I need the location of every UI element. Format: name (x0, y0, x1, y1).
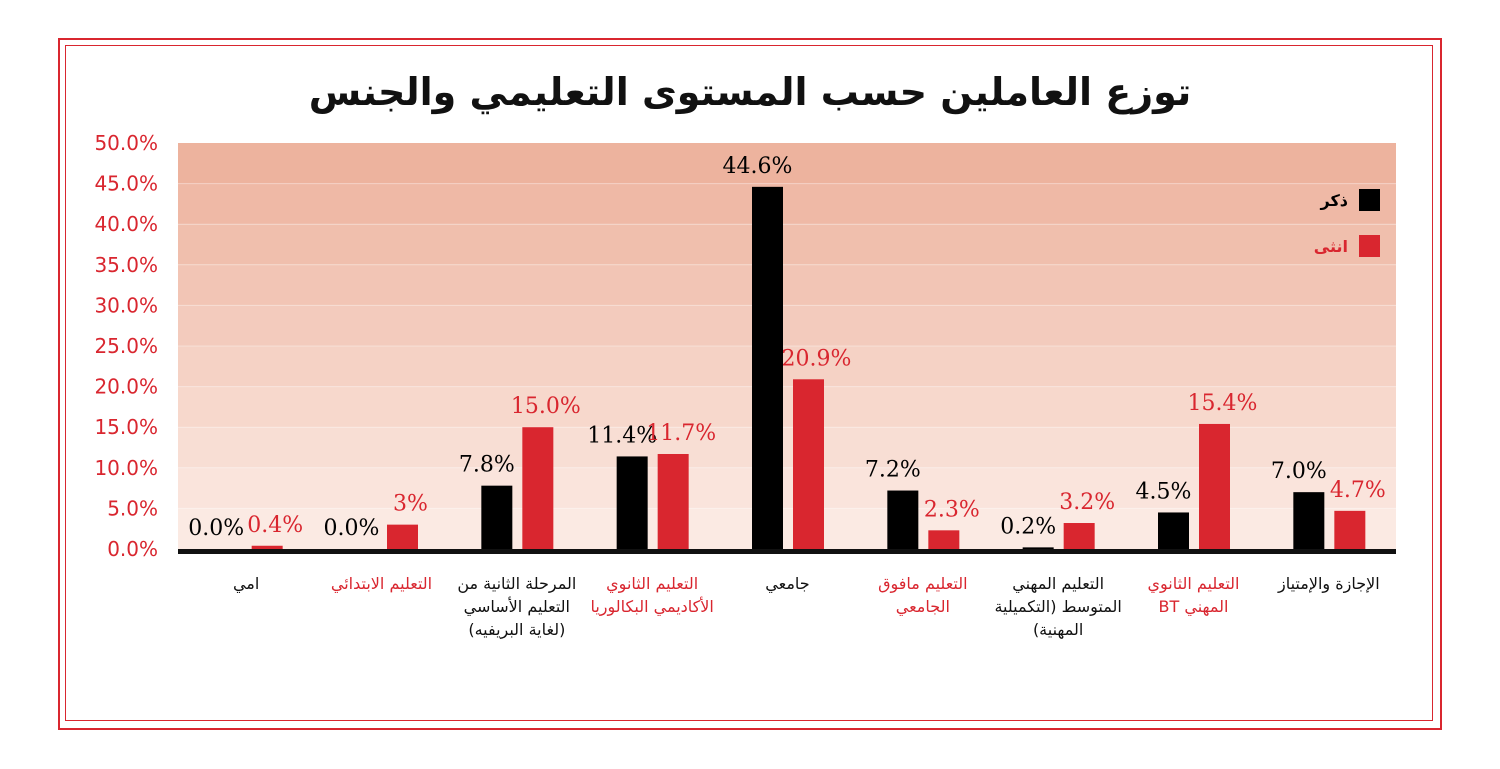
inner-frame (65, 45, 1433, 721)
data-label: 0.4% (247, 513, 303, 538)
background-band (178, 346, 1396, 387)
x-category-label: امي (232, 574, 260, 593)
bar-male (1293, 492, 1325, 549)
x-category-label: التعليم المهني المتوسط (التكميلية المهني… (994, 574, 1122, 639)
x-axis-baseline (178, 549, 1396, 554)
x-category-label: الإجازة والإمتياز (1278, 574, 1380, 593)
data-label: 7.2% (865, 458, 921, 483)
bar-female (387, 524, 418, 549)
data-label: 44.6% (723, 154, 793, 179)
bar-female (657, 453, 689, 549)
y-tick-label: 20.0% (94, 375, 158, 399)
background-band (178, 224, 1396, 265)
data-label: 3.2% (1059, 490, 1115, 515)
data-label: 7.8% (459, 453, 515, 478)
background-band (178, 183, 1396, 225)
data-label: 11.4% (587, 423, 657, 448)
data-label: 15.0% (511, 394, 581, 419)
data-label: 15.4% (1188, 391, 1258, 416)
x-category-label: المرحلة الثانية من التعليم الأساسي (لغاي… (457, 574, 577, 639)
background-band (178, 386, 1396, 428)
y-tick-label: 30.0% (94, 293, 158, 317)
bar-male (752, 186, 783, 549)
background-band (178, 467, 1396, 509)
y-tick-label: 5.0% (107, 496, 158, 520)
data-label: 7.0% (1271, 459, 1327, 484)
data-label: 0.0% (324, 516, 380, 541)
bar-male (616, 456, 648, 549)
data-label: 3% (393, 492, 428, 517)
legend-label: ذكر (1320, 191, 1348, 210)
y-tick-label: 25.0% (94, 334, 158, 358)
chart-title: توزع العاملين حسب المستوى التعليمي والجن… (308, 70, 1192, 114)
y-tick-label: 15.0% (94, 415, 158, 439)
bar-female (1334, 510, 1366, 549)
bar-female (928, 530, 960, 549)
bar-male (887, 490, 919, 549)
y-tick-label: 0.0% (107, 537, 158, 561)
x-category-label: التعليم مافوق الجامعي (878, 574, 968, 616)
legend-label: انثى (1314, 237, 1348, 256)
data-label: 4.7% (1330, 478, 1386, 503)
y-tick-label: 35.0% (94, 253, 158, 277)
data-label: 2.3% (924, 497, 980, 522)
data-label: 4.5% (1136, 479, 1192, 504)
bar-female (522, 427, 554, 549)
outer-frame (58, 38, 1442, 730)
background-band (178, 427, 1396, 468)
data-label: 0.2% (1000, 514, 1056, 539)
bar-female (1199, 423, 1230, 549)
background-band (178, 305, 1396, 346)
bar-female (1063, 523, 1095, 549)
data-label: 20.9% (782, 346, 852, 371)
bar-female (251, 545, 283, 549)
data-label: 0.0% (188, 516, 244, 541)
x-category-label: التعليم الثانوي الأكاديمي البكالوريا (590, 574, 714, 616)
legend-swatch (1359, 189, 1380, 211)
legend-swatch (1359, 235, 1380, 257)
bar-female (793, 379, 824, 549)
x-category-label: التعليم الثانوي المهني BT (1147, 574, 1240, 616)
bar-male (1158, 512, 1189, 549)
x-category-label: التعليم الابتدائي (330, 574, 433, 593)
bar-male (481, 485, 513, 549)
data-label: 11.7% (646, 421, 716, 446)
y-tick-label: 40.0% (94, 212, 158, 236)
background-band (178, 143, 1396, 184)
background-band (178, 264, 1396, 306)
x-category-label: جامعي (765, 574, 810, 593)
background-band (178, 508, 1396, 549)
y-tick-label: 45.0% (94, 172, 158, 196)
y-tick-label: 10.0% (94, 456, 158, 480)
y-tick-label: 50.0% (94, 131, 158, 155)
bar-male (1022, 547, 1054, 549)
